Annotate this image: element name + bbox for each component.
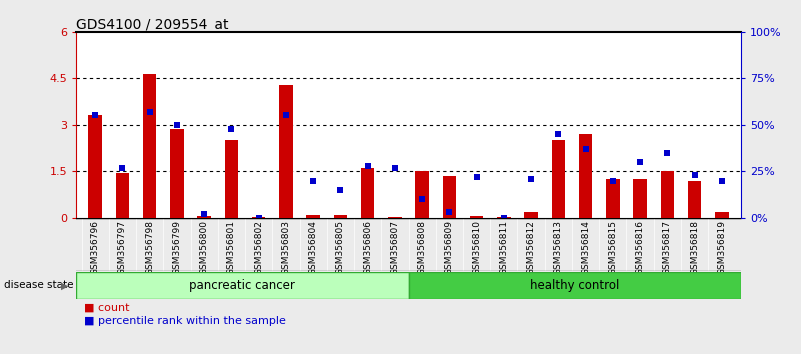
- Bar: [306, 215, 320, 218]
- Text: GSM356799: GSM356799: [172, 220, 181, 275]
- Bar: [470, 216, 484, 218]
- Text: GDS4100 / 209554_at: GDS4100 / 209554_at: [76, 18, 228, 32]
- Bar: [661, 171, 674, 218]
- Text: disease state: disease state: [4, 280, 74, 290]
- Bar: [333, 215, 347, 218]
- Text: pancreatic cancer: pancreatic cancer: [189, 279, 296, 292]
- Bar: [715, 212, 729, 218]
- Text: GSM356807: GSM356807: [390, 220, 400, 275]
- Text: GSM356803: GSM356803: [281, 220, 291, 275]
- Text: GSM356804: GSM356804: [308, 220, 318, 275]
- Text: GSM356808: GSM356808: [417, 220, 427, 275]
- Bar: [688, 181, 702, 218]
- Text: GSM356818: GSM356818: [690, 220, 699, 275]
- Bar: [224, 140, 238, 218]
- Bar: [252, 217, 265, 218]
- Text: ■ count: ■ count: [84, 302, 130, 312]
- Text: GSM356813: GSM356813: [553, 220, 563, 275]
- Text: GSM356810: GSM356810: [472, 220, 481, 275]
- Bar: [360, 168, 374, 218]
- Bar: [170, 130, 183, 218]
- Bar: [143, 74, 156, 218]
- Text: GSM356800: GSM356800: [199, 220, 208, 275]
- Bar: [416, 171, 429, 218]
- Text: GSM356815: GSM356815: [609, 220, 618, 275]
- Text: GSM356809: GSM356809: [445, 220, 454, 275]
- Text: GSM356796: GSM356796: [91, 220, 99, 275]
- Bar: [634, 179, 647, 218]
- Text: GSM356801: GSM356801: [227, 220, 236, 275]
- Bar: [409, 272, 741, 299]
- Text: GSM356811: GSM356811: [499, 220, 509, 275]
- Text: GSM356802: GSM356802: [254, 220, 264, 275]
- Text: GSM356805: GSM356805: [336, 220, 345, 275]
- Text: healthy control: healthy control: [530, 279, 619, 292]
- Bar: [279, 85, 292, 218]
- Bar: [88, 115, 102, 218]
- Bar: [579, 134, 593, 218]
- Text: GSM356812: GSM356812: [526, 220, 536, 275]
- Bar: [115, 173, 129, 218]
- Text: GSM356817: GSM356817: [663, 220, 672, 275]
- Bar: [525, 212, 538, 218]
- Bar: [606, 179, 620, 218]
- Text: GSM356806: GSM356806: [363, 220, 372, 275]
- Bar: [197, 216, 211, 218]
- Bar: [443, 176, 457, 218]
- Text: GSM356816: GSM356816: [636, 220, 645, 275]
- Text: GSM356798: GSM356798: [145, 220, 154, 275]
- Text: ▶: ▶: [61, 280, 68, 290]
- Bar: [76, 272, 409, 299]
- Text: GSM356797: GSM356797: [118, 220, 127, 275]
- Bar: [552, 140, 566, 218]
- Text: ■ percentile rank within the sample: ■ percentile rank within the sample: [84, 316, 286, 326]
- Text: GSM356814: GSM356814: [581, 220, 590, 275]
- Text: GSM356819: GSM356819: [718, 220, 727, 275]
